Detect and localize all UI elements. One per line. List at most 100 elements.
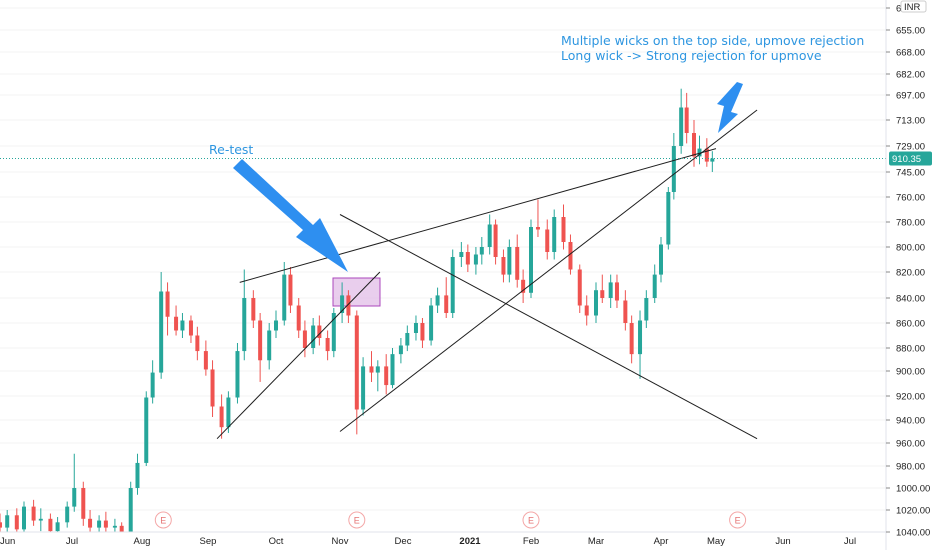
earnings-marker[interactable]: E <box>154 511 172 529</box>
candle <box>629 315 634 364</box>
candle <box>119 522 124 532</box>
x-tick-label: Jun <box>775 536 790 547</box>
candle <box>5 510 10 532</box>
earnings-marker-label: E <box>160 516 166 526</box>
candle <box>369 351 374 382</box>
y-tick-label: 980.00 <box>896 462 925 473</box>
candle-body <box>165 291 170 317</box>
y-tick-label: 697.00 <box>896 91 925 102</box>
candle <box>88 510 93 532</box>
trendline[interactable] <box>339 214 758 440</box>
y-tick-label: 655.00 <box>896 26 925 37</box>
candle <box>413 315 418 341</box>
earnings-marker[interactable]: E <box>522 511 540 529</box>
candle-body <box>704 148 709 162</box>
trendline[interactable] <box>339 109 758 432</box>
candle-body <box>174 316 179 331</box>
candle-body <box>235 351 240 398</box>
candle <box>203 340 208 376</box>
candle <box>65 501 70 528</box>
candle <box>267 323 272 370</box>
current-price-label: 910.35 <box>892 154 921 165</box>
trendline[interactable] <box>239 148 717 283</box>
candle-body <box>258 320 263 361</box>
candle-body <box>398 345 403 355</box>
candles <box>0 88 715 532</box>
x-tick-label: Dec <box>395 536 412 547</box>
candle-body <box>501 257 506 275</box>
candle <box>529 219 533 298</box>
y-tick-label: 713.00 <box>896 116 925 127</box>
candle <box>375 360 380 392</box>
candle-body <box>577 269 582 306</box>
candle <box>235 343 240 404</box>
candle-body <box>135 462 140 488</box>
candle <box>144 391 149 466</box>
candle <box>465 244 470 272</box>
candle <box>72 453 77 512</box>
candle <box>180 313 185 338</box>
trendline[interactable] <box>216 271 381 440</box>
x-tick-label: Aug <box>134 536 151 547</box>
y-tick-label: 820.00 <box>896 268 925 279</box>
price-axis[interactable]: 1040.00 1020.00 1000.00 980.00 960.00 940.00 9… <box>885 0 930 550</box>
candle-body <box>521 279 526 293</box>
candle <box>507 239 512 283</box>
candle <box>31 499 36 526</box>
candle-body <box>159 291 164 373</box>
candle-body <box>679 107 684 146</box>
candle-body <box>600 290 605 298</box>
candle-body <box>608 282 613 298</box>
rejection-arrow <box>717 82 743 133</box>
candle-body <box>384 366 389 386</box>
x-tick-label: 2021 <box>459 536 481 547</box>
current-price-badge: 910.35 <box>889 151 932 166</box>
annotation-retest: Re-test <box>209 142 254 157</box>
candle-body <box>529 227 533 293</box>
candle-body <box>429 305 434 341</box>
candle-body <box>375 366 380 373</box>
time-axis[interactable]: Jun Jul Aug Sep Oct Nov Dec 2021 Feb Mar Apr May Jun… <box>0 531 886 547</box>
candle <box>55 517 60 532</box>
x-tick-label: Jul <box>844 536 856 547</box>
candle-body <box>55 522 60 532</box>
candle-body <box>450 257 455 313</box>
candle-body <box>515 247 520 280</box>
candle-body <box>311 325 316 348</box>
candle <box>679 88 684 154</box>
candle <box>608 274 613 308</box>
candle <box>577 264 582 313</box>
candle <box>704 138 709 167</box>
candle-body <box>150 372 155 398</box>
candle-body <box>119 525 124 532</box>
candle-body <box>568 242 573 270</box>
candle <box>487 214 492 255</box>
retest-arrow <box>233 159 348 272</box>
y-tick-label: 800.00 <box>896 243 925 254</box>
candle-body <box>251 298 256 321</box>
candle <box>568 234 573 275</box>
candle <box>159 272 164 379</box>
candle-body <box>0 522 2 528</box>
candle-body <box>584 305 589 316</box>
earnings-marker[interactable]: E <box>729 511 747 529</box>
candle-body <box>38 518 43 521</box>
y-tick-label: 668.00 <box>896 48 925 59</box>
candle-body <box>72 488 77 507</box>
candle <box>473 247 478 275</box>
candle <box>282 262 287 326</box>
candle <box>274 310 278 338</box>
candle <box>429 298 434 346</box>
candle-body <box>219 406 224 428</box>
candle-body <box>361 366 366 410</box>
y-tick-label: 840.00 <box>896 294 925 305</box>
y-tick-label: 920.00 <box>896 392 925 403</box>
candle-body <box>88 518 93 528</box>
candle <box>340 282 345 323</box>
y-tick-label: 1040.00 <box>896 528 930 539</box>
candle <box>258 313 263 382</box>
candle <box>405 325 410 352</box>
earnings-marker[interactable]: E <box>348 511 366 529</box>
candle-body <box>97 520 102 528</box>
